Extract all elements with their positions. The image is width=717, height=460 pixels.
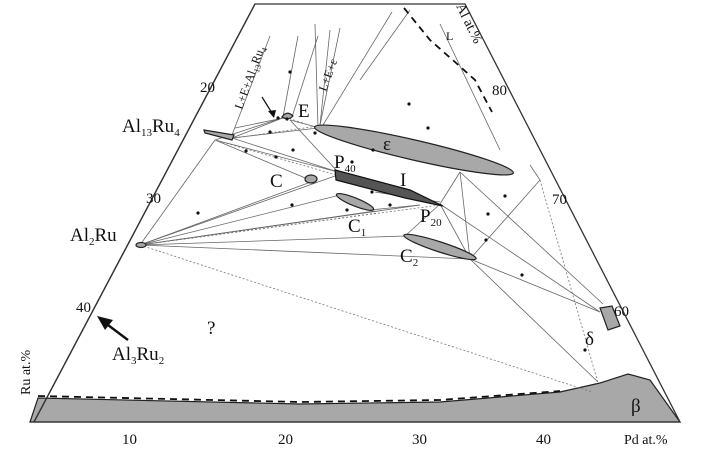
svg-text:30: 30 bbox=[146, 191, 161, 207]
right-axis-ticks: 80 70 60 bbox=[492, 83, 629, 320]
label-beta: β bbox=[631, 396, 641, 417]
al2ru-phase bbox=[135, 241, 147, 249]
e-phase bbox=[281, 112, 294, 120]
label-al2ru: Al2Ru bbox=[70, 225, 117, 248]
beta-boundary-dashed bbox=[37, 390, 561, 403]
c1-phase bbox=[335, 193, 375, 211]
al13ru4-phase bbox=[203, 129, 235, 141]
label-al13ru4: Al13Ru4 bbox=[122, 116, 180, 139]
label-p20: P20 bbox=[420, 206, 442, 229]
label-l-e-eps: L+E+ε bbox=[316, 57, 341, 93]
label-c: C bbox=[270, 171, 283, 192]
label-l-e-al13ru4: L+E+Al13Ru4 bbox=[232, 44, 270, 112]
delta-phase bbox=[599, 305, 621, 331]
svg-text:10: 10 bbox=[122, 432, 137, 448]
label-unknown: ? bbox=[207, 318, 215, 339]
epsilon-phase bbox=[313, 124, 515, 176]
c2-phase bbox=[403, 233, 477, 261]
al-axis-label: Al at.% bbox=[452, 1, 484, 46]
label-i: I bbox=[400, 170, 406, 191]
l-e-al13ru4-arrow bbox=[261, 96, 276, 118]
label-l: L bbox=[446, 29, 453, 43]
label-epsilon: ε bbox=[383, 134, 391, 155]
label-e: E bbox=[298, 101, 310, 122]
al3ru2-arrow bbox=[97, 316, 129, 341]
liquidus-dashed bbox=[403, 7, 493, 113]
label-al3ru2: Al3Ru2 bbox=[112, 344, 164, 367]
label-c2: C2 bbox=[400, 246, 418, 269]
label-c1: C1 bbox=[348, 216, 366, 239]
sample-points bbox=[196, 70, 587, 352]
ru-axis-label: Ru at.% bbox=[19, 350, 34, 395]
svg-text:40: 40 bbox=[536, 432, 551, 448]
svg-text:20: 20 bbox=[200, 80, 215, 96]
bottom-axis-ticks: 10 20 30 40 bbox=[122, 432, 551, 448]
svg-text:60: 60 bbox=[614, 304, 629, 320]
label-delta: δ bbox=[585, 329, 594, 350]
pd-axis-label: Pd at.% bbox=[624, 433, 668, 448]
svg-text:70: 70 bbox=[552, 192, 567, 208]
svg-text:40: 40 bbox=[76, 300, 91, 316]
svg-text:30: 30 bbox=[412, 432, 427, 448]
label-p40: P40 bbox=[334, 152, 356, 175]
svg-text:20: 20 bbox=[278, 432, 293, 448]
left-axis-ticks: 20 30 40 bbox=[76, 80, 215, 316]
phase-boundaries bbox=[231, 9, 541, 260]
svg-text:80: 80 bbox=[492, 83, 507, 99]
dotted-tie-lines bbox=[139, 117, 599, 393]
p40-phase bbox=[334, 169, 444, 207]
c-phase bbox=[304, 174, 318, 184]
